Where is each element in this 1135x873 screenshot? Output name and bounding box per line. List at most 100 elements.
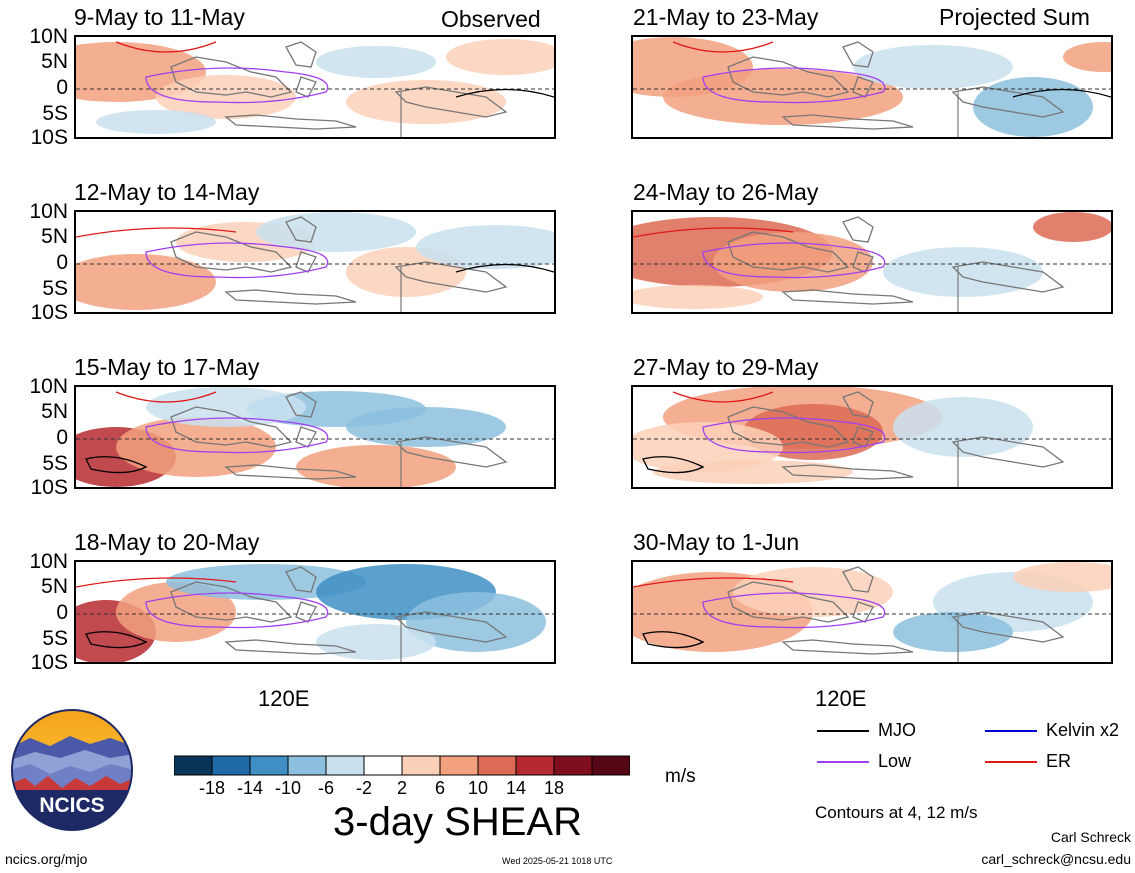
shear-region bbox=[893, 397, 1033, 457]
coastline bbox=[170, 56, 293, 98]
map-panel bbox=[631, 210, 1113, 314]
colorbar-swatch bbox=[553, 755, 593, 776]
colorbar-tick-label: -6 bbox=[317, 778, 334, 798]
er-contour bbox=[115, 391, 217, 403]
lat-label: 10N bbox=[29, 200, 68, 223]
coastline bbox=[170, 231, 293, 273]
coastline bbox=[285, 391, 317, 448]
colorbar-tick-label: -2 bbox=[355, 778, 372, 798]
mjo-contour bbox=[85, 631, 148, 649]
mjo-contour bbox=[455, 263, 554, 273]
footer-email[interactable]: carl_schreck@ncsu.edu bbox=[981, 851, 1131, 867]
ncics-logo: NCICS bbox=[10, 708, 134, 832]
shear-region bbox=[166, 564, 366, 600]
shear-region bbox=[316, 624, 436, 660]
shear-region bbox=[663, 69, 903, 125]
shear-region bbox=[973, 77, 1093, 137]
legend-label-low: Low bbox=[878, 751, 912, 771]
shear-region bbox=[256, 212, 416, 252]
panel-title: 30-May to 1-Jun bbox=[633, 529, 800, 555]
map-panel bbox=[74, 385, 556, 489]
low-contour bbox=[145, 592, 329, 629]
legend-swatch-er bbox=[985, 761, 1037, 763]
coastline bbox=[842, 391, 874, 448]
lat-label: 5N bbox=[41, 400, 68, 423]
colorbar-swatch bbox=[591, 755, 631, 776]
observed-label: Observed bbox=[441, 6, 541, 32]
footer-timestamp: Wed 2025-05-21 1018 UTC bbox=[502, 856, 613, 866]
low-contour bbox=[702, 417, 886, 454]
colorbar bbox=[173, 755, 631, 782]
lat-label: 10S bbox=[30, 301, 68, 324]
shear-region bbox=[633, 285, 763, 309]
lat-label: 5N bbox=[41, 50, 68, 73]
er-contour bbox=[672, 41, 774, 53]
colorbar-swatch bbox=[173, 755, 213, 776]
coastline bbox=[224, 289, 357, 305]
panel-title: 18-May to 20-May bbox=[74, 529, 260, 555]
mjo-contour bbox=[642, 631, 705, 649]
coastline bbox=[224, 114, 357, 130]
er-contour bbox=[76, 577, 237, 588]
mjo-contour bbox=[1012, 88, 1111, 98]
chart-title: 3-day SHEAR bbox=[333, 800, 582, 844]
coastline bbox=[285, 566, 317, 623]
lat-label: 5N bbox=[41, 225, 68, 248]
lat-label: 0 bbox=[56, 251, 68, 274]
low-contour bbox=[145, 417, 329, 454]
panel-title: 12-May to 14-May bbox=[74, 179, 260, 205]
shear-region bbox=[633, 422, 783, 472]
shear-region bbox=[853, 45, 1013, 89]
low-contour bbox=[702, 67, 886, 104]
shear-region bbox=[346, 80, 506, 124]
shear-region bbox=[346, 407, 506, 447]
lat-label: 5S bbox=[42, 102, 68, 125]
colorbar-tick-label: 14 bbox=[505, 778, 527, 798]
lat-label: 10S bbox=[30, 126, 68, 149]
low-contour bbox=[145, 242, 329, 279]
colorbar-tick-label: -14 bbox=[236, 778, 263, 798]
coastline bbox=[285, 216, 317, 273]
lat-label: 0 bbox=[56, 426, 68, 449]
er-contour bbox=[633, 577, 794, 588]
shear-region bbox=[156, 75, 296, 119]
legend-swatch-kelvin bbox=[985, 730, 1037, 732]
colorbar-swatch bbox=[249, 755, 289, 776]
low-contour bbox=[145, 67, 329, 104]
coastline bbox=[842, 216, 874, 273]
coastline bbox=[781, 114, 914, 130]
lat-label: 5N bbox=[41, 575, 68, 598]
panel-title: 9-May to 11-May bbox=[74, 4, 245, 30]
projected-sum-label: Projected Sum bbox=[939, 4, 1090, 30]
map-panel bbox=[74, 560, 556, 664]
coastline bbox=[727, 56, 850, 98]
lat-label: 5S bbox=[42, 277, 68, 300]
shear-region bbox=[893, 612, 1013, 652]
lat-label: 10S bbox=[30, 651, 68, 674]
coastline bbox=[285, 41, 317, 98]
colorbar-tick-label: -10 bbox=[274, 778, 301, 798]
legend-label-er: ER bbox=[1046, 751, 1072, 771]
coastline bbox=[224, 639, 357, 655]
coastline bbox=[727, 231, 850, 273]
map-panel bbox=[74, 35, 556, 139]
colorbar-swatch bbox=[363, 755, 403, 776]
map-panel bbox=[631, 35, 1113, 139]
lat-label: 10N bbox=[29, 25, 68, 48]
mjo-contour bbox=[642, 456, 705, 474]
colorbar-tick-label: -18 bbox=[198, 778, 225, 798]
lat-label: 0 bbox=[56, 601, 68, 624]
er-contour bbox=[115, 41, 217, 53]
panel-title: 15-May to 17-May bbox=[74, 354, 260, 380]
map-panel bbox=[74, 210, 556, 314]
colorbar-tick-label: 18 bbox=[543, 778, 565, 798]
colorbar-swatch bbox=[211, 755, 251, 776]
coastline bbox=[781, 464, 914, 480]
colorbar-swatch bbox=[401, 755, 441, 776]
coastline bbox=[727, 406, 850, 448]
er-contour bbox=[672, 391, 774, 403]
footer-url[interactable]: ncics.org/mjo bbox=[5, 851, 88, 867]
colorbar-swatch bbox=[439, 755, 479, 776]
colorbar-swatch bbox=[515, 755, 555, 776]
units-label: m/s bbox=[665, 766, 696, 787]
